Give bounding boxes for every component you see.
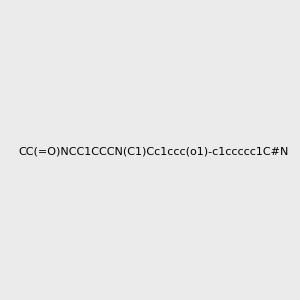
Text: CC(=O)NCC1CCCN(C1)Cc1ccc(o1)-c1ccccc1C#N: CC(=O)NCC1CCCN(C1)Cc1ccc(o1)-c1ccccc1C#N [19, 146, 289, 157]
